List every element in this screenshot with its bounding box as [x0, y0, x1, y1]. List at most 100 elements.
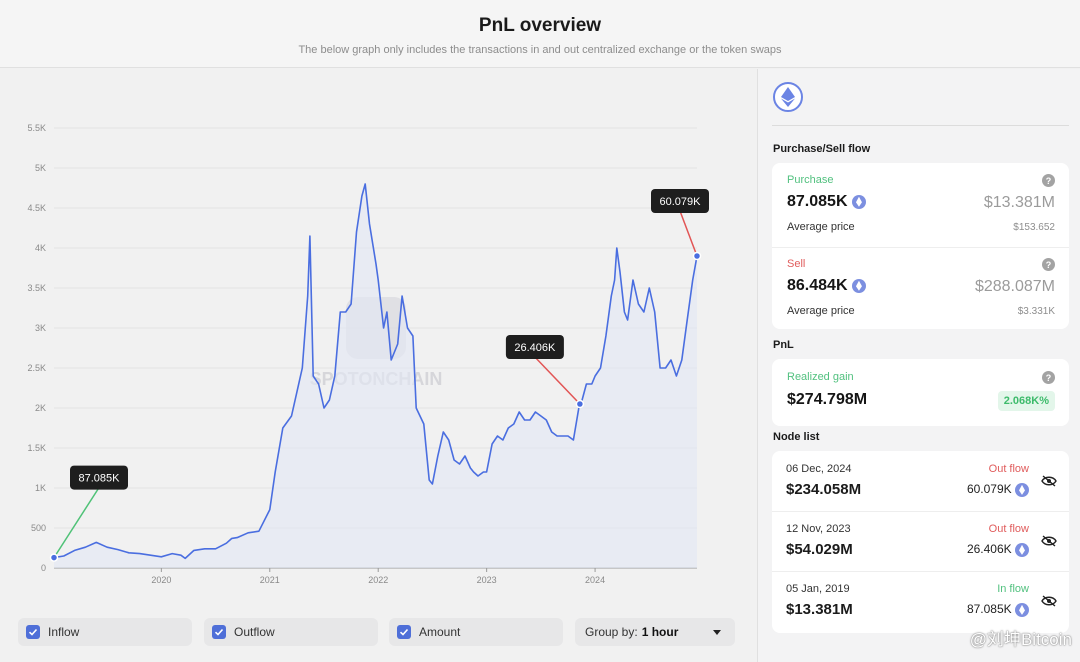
- group-by-select[interactable]: Group by: 1 hour: [575, 618, 735, 646]
- realized-gain-label: Realized gain: [787, 371, 854, 383]
- purchase-sell-card: Purchase ? 87.085K $13.381M Average pric…: [772, 163, 1069, 329]
- y-tick-label: 500: [31, 523, 46, 533]
- annotation-dot: [692, 251, 702, 261]
- node-amount: 26.406K: [966, 542, 1012, 556]
- legend-amount-label: Amount: [419, 625, 461, 639]
- node-amount-row: 87.085K: [967, 602, 1029, 617]
- inflow-checkbox[interactable]: [26, 625, 40, 639]
- eye-off-icon[interactable]: [1041, 595, 1057, 607]
- sell-amount: 86.484K: [787, 277, 848, 294]
- node-amount: 87.085K: [966, 602, 1012, 616]
- purchase-avg-value: $153.652: [1013, 222, 1055, 233]
- ethereum-icon: [773, 82, 803, 112]
- purchase-avg-label: Average price: [787, 221, 855, 233]
- x-tick-label: 2020: [151, 575, 171, 585]
- series-line: [53, 183, 698, 560]
- node-amount-row: 26.406K: [967, 542, 1029, 557]
- node-row[interactable]: 05 Jan, 2019 $13.381M In flow 87.085K: [772, 571, 1069, 631]
- eye-off-icon[interactable]: [1041, 475, 1057, 487]
- sell-amount-row: 86.484K: [787, 277, 866, 295]
- group-by-value: 1 hour: [641, 625, 679, 639]
- node-row[interactable]: 06 Dec, 2024 $234.058M Out flow 60.079K: [772, 451, 1069, 511]
- y-tick-label: 3.5K: [27, 283, 46, 293]
- annotation-dot: [575, 399, 585, 409]
- annotation-connector: [679, 210, 698, 257]
- amount-checkbox[interactable]: [397, 625, 411, 639]
- node-amount: 60.079K: [966, 482, 1012, 496]
- node-flow: Out flow: [988, 523, 1029, 535]
- group-by-label: Group by:: [585, 625, 638, 639]
- annotation-dot: [49, 553, 59, 562]
- x-tick-label: 2023: [477, 575, 497, 585]
- divider: [772, 125, 1069, 126]
- eth-badge-icon: [1015, 482, 1029, 497]
- side-panel: Purchase/Sell flow Purchase ? 87.085K $1…: [757, 69, 1080, 662]
- x-tick-label: 2022: [368, 575, 388, 585]
- sell-avg-value: $3.331K: [1017, 306, 1055, 317]
- node-flow: In flow: [997, 583, 1029, 595]
- eth-badge-icon: [1015, 602, 1029, 617]
- annotation-label: 26.406K: [514, 342, 556, 354]
- outflow-checkbox[interactable]: [212, 625, 226, 639]
- y-tick-label: 4K: [35, 243, 46, 253]
- help-icon[interactable]: ?: [1042, 258, 1055, 271]
- annotation-box: [70, 465, 128, 490]
- social-watermark: @刘坤Bitcoin: [969, 630, 1072, 649]
- help-icon[interactable]: ?: [1042, 371, 1055, 384]
- purchase-amount-row: 87.085K: [787, 193, 866, 211]
- purchase-sell-title: Purchase/Sell flow: [773, 143, 871, 155]
- page-title: PnL overview: [478, 15, 602, 36]
- x-tick-label: 2021: [260, 575, 280, 585]
- y-tick-label: 1.5K: [27, 443, 46, 453]
- page-subtitle: The below graph only includes the transa…: [298, 44, 782, 56]
- eth-badge-icon: [851, 278, 866, 293]
- annotation-connector: [534, 356, 581, 405]
- legend-inflow-label: Inflow: [48, 625, 80, 639]
- y-tick-label: 4.5K: [27, 203, 46, 213]
- eth-badge-icon: [1015, 542, 1029, 557]
- y-tick-label: 2K: [35, 403, 46, 413]
- node-list-title: Node list: [773, 431, 820, 443]
- pnl-chart[interactable]: 0 500 1K 1.5K 2K 2.5K 3K 3.5K 4K 4.5K 5K 5.5K 2020 20…: [0, 69, 757, 662]
- y-tick-label: 3K: [35, 323, 46, 333]
- chevron-down-icon: [713, 630, 721, 635]
- y-tick-label: 5.5K: [27, 123, 46, 133]
- eye-off-icon[interactable]: [1041, 535, 1057, 547]
- node-flow: Out flow: [988, 463, 1029, 475]
- node-usd: $234.058M: [786, 481, 862, 498]
- annotation-label: 87.085K: [79, 473, 121, 485]
- purchase-amount: 87.085K: [787, 193, 848, 210]
- node-usd: $13.381M: [786, 601, 853, 618]
- node-list-card: 06 Dec, 2024 $234.058M Out flow 60.079K …: [772, 451, 1069, 633]
- sell-usd: $288.087M: [974, 278, 1055, 295]
- node-date: 05 Jan, 2019: [786, 583, 850, 595]
- realized-gain-pct: 2.068K%: [997, 391, 1055, 411]
- purchase-label: Purchase: [787, 174, 834, 186]
- annotation-connector: [53, 487, 100, 559]
- sell-label: Sell: [787, 258, 806, 270]
- divider: [772, 247, 1069, 248]
- x-tick-label: 2024: [585, 575, 605, 585]
- page-header: PnL overview The below graph only includ…: [0, 0, 1080, 68]
- divider: [772, 571, 1069, 572]
- pnl-title: PnL: [773, 339, 794, 351]
- help-icon[interactable]: ?: [1042, 174, 1055, 187]
- divider: [772, 511, 1069, 512]
- y-tick-label: 0: [41, 563, 46, 573]
- pnl-chart-svg[interactable]: 0 500 1K 1.5K 2K 2.5K 3K 3.5K 4K 4.5K 5K 5.5K 2020 20…: [0, 69, 757, 609]
- series-area: [54, 184, 697, 568]
- realized-gain-value: $274.798M: [787, 391, 868, 408]
- legend-outflow[interactable]: Outflow: [204, 618, 378, 646]
- annotation-box: [651, 189, 709, 213]
- legend-amount[interactable]: Amount: [389, 618, 563, 646]
- node-date: 06 Dec, 2024: [786, 463, 852, 475]
- legend-inflow[interactable]: Inflow: [18, 618, 192, 646]
- y-tick-label: 1K: [35, 483, 46, 493]
- realized-gain-card: Realized gain ? $274.798M 2.068K%: [772, 359, 1069, 426]
- annotation-label: 60.079K: [660, 196, 702, 208]
- y-tick-label: 5K: [35, 163, 46, 173]
- node-usd: $54.029M: [786, 541, 853, 558]
- node-row[interactable]: 12 Nov, 2023 $54.029M Out flow 26.406K: [772, 511, 1069, 571]
- purchase-usd: $13.381M: [983, 194, 1055, 211]
- y-tick-label: 2.5K: [27, 363, 46, 373]
